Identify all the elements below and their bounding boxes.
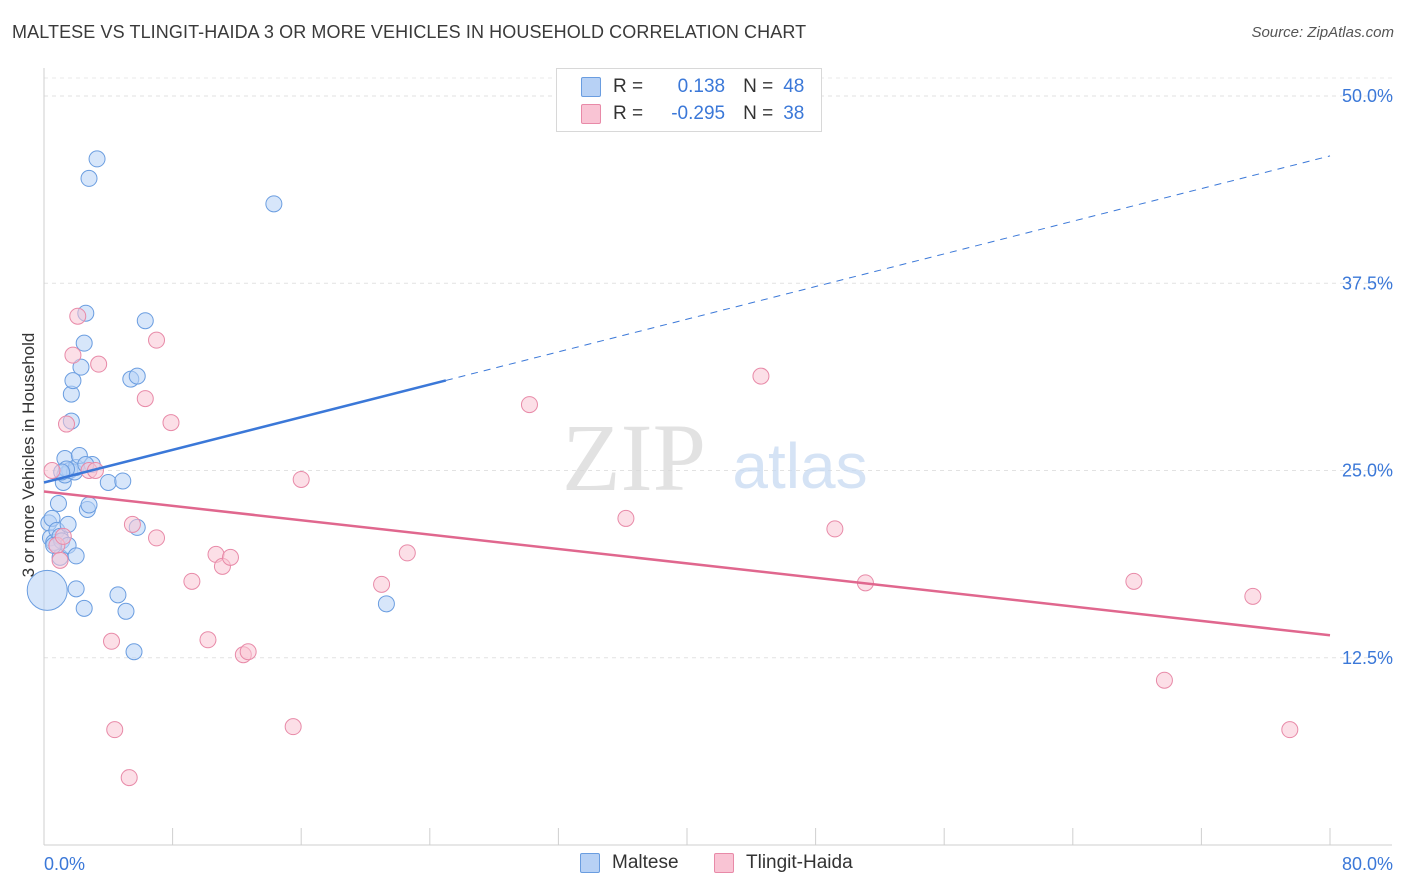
tlingit-haida-point — [162, 414, 180, 432]
n-label: N = — [743, 76, 774, 97]
tlingit-haida-point — [826, 520, 844, 538]
tlingit-haida-point — [239, 643, 257, 661]
bottom-legend-tlingit-haida: Tlingit-Haida — [714, 852, 853, 874]
maltese-point — [67, 580, 85, 598]
maltese-point — [88, 150, 106, 168]
tlingit-haida-n-value: 38 — [783, 103, 805, 124]
tlingit-haida-point — [398, 544, 416, 562]
tlingit-haida-point — [120, 769, 138, 787]
tlingit-haida-point — [1281, 721, 1299, 739]
tlingit-haida-point — [43, 462, 61, 479]
x-tick-label: 0.0% — [44, 854, 85, 874]
tlingit-haida-point — [520, 396, 538, 414]
maltese-point — [265, 195, 283, 213]
maltese-swatch — [581, 77, 601, 97]
maltese-n-value: 48 — [783, 76, 805, 97]
tlingit-haida-point — [136, 390, 154, 408]
watermark-atlas: atlas — [732, 430, 867, 502]
maltese-point — [128, 367, 146, 385]
maltese-r-value: 0.138 — [677, 76, 726, 97]
tlingit-haida-point — [58, 415, 76, 433]
tlingit-haida-point — [1155, 671, 1173, 689]
y-tick-label: 50.0% — [1342, 86, 1393, 106]
tlingit-haida-point — [292, 470, 310, 488]
maltese-point — [75, 334, 93, 352]
maltese-point — [109, 586, 127, 604]
n-label: N = — [743, 103, 774, 124]
r-label: R = — [613, 76, 644, 97]
tlingit-haida-point — [183, 572, 201, 590]
tlingit-haida-point — [90, 355, 108, 373]
maltese-point — [75, 599, 93, 617]
maltese-trendline-extension — [445, 155, 1331, 381]
maltese-point — [117, 602, 135, 620]
maltese-point — [125, 643, 143, 661]
maltese-trendline — [43, 379, 447, 484]
maltese-point — [377, 595, 395, 613]
maltese-point — [26, 569, 68, 611]
tlingit-haida-trendline — [43, 490, 1331, 637]
tlingit-haida-point — [64, 346, 82, 364]
tlingit-haida-point — [51, 551, 69, 569]
maltese-legend-swatch — [580, 853, 600, 873]
tlingit-haida-legend-swatch — [714, 853, 734, 873]
tlingit-haida-swatch — [581, 104, 601, 124]
tlingit-haida-point — [148, 529, 166, 547]
y-tick-label: 12.5% — [1342, 648, 1393, 668]
tlingit-haida-legend-label: Tlingit-Haida — [746, 852, 853, 873]
r-label: R = — [613, 103, 644, 124]
correlation-legend: R = 0.138 N = 48 R = -0.295 N = 38 — [556, 68, 822, 132]
tlingit-haida-point — [148, 331, 166, 349]
tlingit-haida-point — [617, 509, 635, 527]
legend-row-tlingit-haida: R = -0.295 N = 38 — [581, 101, 804, 127]
y-tick-label: 25.0% — [1342, 461, 1393, 481]
tlingit-haida-r-value: -0.295 — [671, 103, 726, 124]
x-tick-label: 80.0% — [1342, 854, 1393, 874]
tlingit-haida-point — [123, 515, 141, 533]
tlingit-haida-point — [69, 307, 87, 325]
tlingit-haida-point — [752, 367, 770, 385]
maltese-point — [49, 494, 67, 512]
tlingit-haida-point — [1244, 587, 1262, 605]
maltese-point — [64, 372, 82, 390]
tlingit-haida-point — [106, 721, 124, 739]
maltese-point — [67, 547, 85, 565]
maltese-point — [80, 496, 98, 514]
tlingit-haida-point — [373, 575, 391, 593]
maltese-point — [99, 473, 117, 491]
legend-row-maltese: R = 0.138 N = 48 — [581, 74, 804, 100]
tlingit-haida-point — [103, 632, 121, 650]
tlingit-haida-point — [284, 718, 302, 736]
maltese-point — [114, 472, 132, 490]
tlingit-haida-point — [1125, 572, 1143, 590]
maltese-point — [80, 169, 98, 187]
maltese-point — [136, 312, 154, 330]
y-tick-label: 37.5% — [1342, 273, 1393, 293]
source-label: Source: ZipAtlas.com — [1251, 24, 1394, 41]
y-axis-label: 3 or more Vehicles in Household — [19, 332, 38, 578]
maltese-point — [72, 358, 90, 376]
tlingit-haida-point — [221, 548, 239, 566]
tlingit-haida-point — [199, 631, 217, 649]
bottom-legend-maltese: Maltese — [580, 852, 679, 874]
tlingit-haida-point — [54, 527, 72, 545]
chart-title: MALTESE VS TLINGIT-HAIDA 3 OR MORE VEHIC… — [12, 22, 807, 42]
watermark-zip: ZIP — [562, 404, 706, 511]
maltese-legend-label: Maltese — [612, 852, 679, 873]
